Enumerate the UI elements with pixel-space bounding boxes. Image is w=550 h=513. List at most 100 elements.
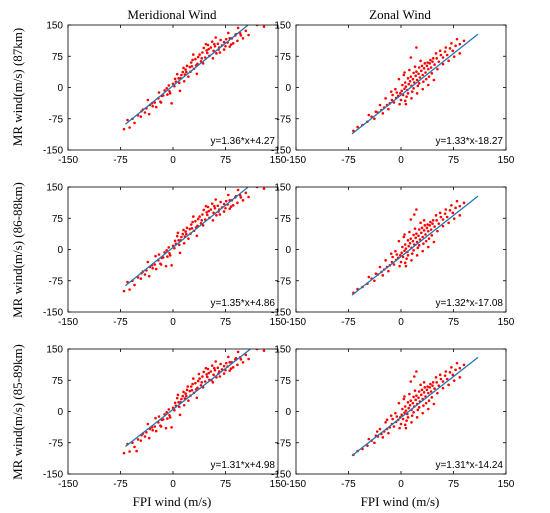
data-point: [389, 90, 393, 93]
x-tick-label: -150: [286, 155, 306, 166]
y-tick-label: -75: [277, 438, 292, 449]
data-point: [198, 215, 201, 218]
data-point: [404, 264, 408, 268]
data-point: [397, 239, 401, 243]
data-point: [419, 383, 422, 387]
data-point: [437, 222, 441, 225]
data-point: [200, 219, 203, 222]
data-point: [425, 226, 429, 230]
data-point: [403, 243, 407, 246]
row2-ylabel: MR wind(m/s) (86-88km): [10, 182, 25, 318]
data-point: [402, 73, 406, 77]
data-point: [433, 387, 436, 390]
data-point: [147, 274, 151, 278]
data-point: [392, 263, 396, 266]
data-point: [128, 450, 131, 453]
data-point: [216, 204, 220, 208]
data-point: [198, 53, 201, 56]
data-point: [222, 210, 226, 213]
y-tick-label: 75: [52, 52, 64, 63]
y-tick-label: 0: [57, 83, 63, 94]
data-point: [410, 259, 413, 262]
data-point: [435, 219, 439, 222]
x-tick-label: 150: [498, 317, 515, 328]
data-point: [424, 77, 428, 81]
row1-ylabel: MR wind(m/s) (87km): [10, 28, 25, 146]
data-point: [378, 103, 382, 107]
data-point: [403, 81, 407, 84]
data-point: [430, 72, 434, 75]
data-point: [410, 90, 414, 93]
data-point: [390, 98, 394, 102]
data-point: [417, 66, 421, 69]
data-point: [205, 211, 208, 214]
data-point: [200, 57, 203, 60]
data-point: [199, 383, 203, 387]
data-point: [194, 219, 197, 223]
data-point: [419, 221, 422, 225]
data-point: [417, 234, 420, 238]
data-point: [417, 406, 421, 409]
data-point: [411, 77, 415, 81]
data-point: [417, 82, 421, 85]
data-point: [462, 39, 466, 43]
data-point: [408, 241, 412, 245]
data-point: [195, 72, 199, 76]
data-point: [448, 371, 452, 374]
data-point: [428, 386, 432, 389]
data-point: [185, 226, 189, 230]
data-point: [412, 87, 415, 90]
data-point: [222, 372, 226, 375]
data-point: [247, 33, 250, 37]
data-point: [452, 379, 456, 382]
data-point: [224, 199, 228, 203]
data-point: [429, 390, 433, 393]
data-point: [407, 82, 411, 86]
data-point: [411, 239, 415, 243]
data-point: [178, 413, 182, 417]
x-tick-label: 75: [448, 479, 460, 490]
data-point: [430, 396, 434, 399]
data-point: [415, 78, 419, 82]
panel-r1-meridional-data: [122, 25, 266, 131]
data-point: [227, 31, 230, 35]
data-point: [195, 234, 199, 238]
data-point: [404, 85, 408, 88]
data-point: [146, 422, 150, 426]
data-point: [262, 25, 266, 28]
data-point: [218, 51, 222, 54]
data-point: [126, 118, 129, 122]
x-tick-label: -150: [286, 479, 306, 490]
data-point: [209, 370, 213, 373]
data-point: [421, 249, 425, 253]
data-point: [445, 53, 449, 57]
data-point: [216, 366, 220, 370]
data-point: [424, 401, 428, 405]
data-point: [222, 40, 226, 44]
data-point: [426, 223, 429, 226]
data-point: [458, 52, 462, 55]
data-point: [228, 369, 231, 372]
x-tick-label: 75: [220, 317, 232, 328]
data-point: [389, 414, 393, 417]
column-title-zonal: Zonal Wind: [369, 7, 431, 22]
data-point: [182, 390, 185, 394]
data-point: [229, 367, 233, 370]
data-point: [188, 227, 192, 231]
data-point: [438, 49, 442, 53]
data-point: [187, 399, 190, 402]
data-point: [177, 77, 180, 80]
data-point: [418, 238, 422, 241]
data-point: [417, 72, 420, 76]
data-point: [168, 251, 171, 255]
y-tick-label: 150: [46, 345, 63, 356]
data-point: [428, 62, 432, 65]
data-point: [168, 92, 172, 95]
x-tick-label: 75: [448, 155, 460, 166]
data-point: [239, 196, 243, 199]
data-point: [431, 222, 434, 225]
data-point: [170, 426, 173, 429]
data-point: [422, 67, 426, 70]
